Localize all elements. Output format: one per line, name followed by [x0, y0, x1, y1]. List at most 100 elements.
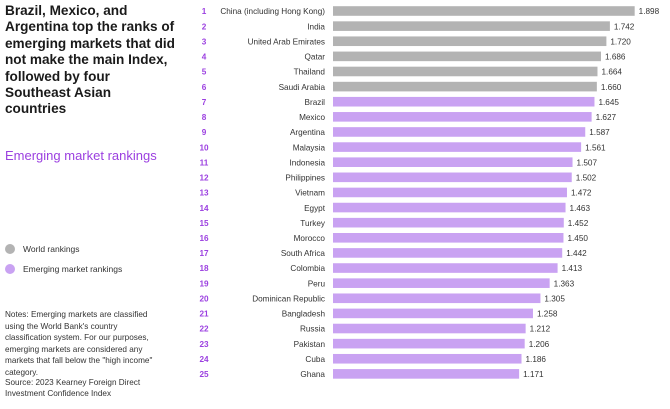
value-label: 1.686: [605, 53, 626, 62]
rank-label: 17: [199, 249, 209, 258]
rank-label: 22: [199, 325, 209, 334]
category-label: Vietnam: [295, 189, 325, 198]
category-label: Argentina: [290, 128, 325, 137]
category-label: Pakistan: [294, 340, 326, 349]
rank-label: 10: [199, 143, 209, 152]
bar: [333, 217, 564, 228]
bar: [333, 51, 601, 62]
category-label: Egypt: [304, 204, 326, 213]
rank-label: 19: [199, 279, 209, 288]
bar: [333, 36, 607, 47]
notes-text: Notes: Emerging markets are classified u…: [5, 310, 153, 377]
value-label: 1.507: [577, 158, 598, 167]
bar: [333, 248, 563, 258]
value-label: 1.452: [568, 219, 589, 228]
value-label: 1.450: [567, 234, 588, 243]
value-label: 1.627: [596, 113, 617, 122]
rank-label: 11: [200, 158, 209, 167]
rank-label: 2: [202, 22, 207, 31]
rank-label: 8: [202, 113, 207, 122]
category-label: Philippines: [285, 174, 325, 183]
value-label: 1.463: [570, 204, 591, 213]
bar: [333, 81, 597, 92]
value-label: 1.442: [566, 249, 587, 258]
rank-label: 16: [199, 234, 209, 243]
category-label: Colombia: [290, 264, 325, 273]
rank-label: 1: [202, 7, 207, 16]
rank-label: 25: [199, 370, 209, 379]
category-label: Mexico: [299, 113, 325, 122]
category-label: Morocco: [294, 234, 326, 243]
bar: [333, 187, 567, 198]
rank-label: 20: [199, 294, 209, 303]
bar: [333, 263, 558, 273]
bar: [333, 308, 533, 319]
chart-title: Brazil, Mexico, and Argentina top the ra…: [5, 3, 175, 117]
chart-subtitle: Emerging market rankings: [5, 148, 157, 163]
value-label: 1.171: [523, 370, 544, 379]
bar: [333, 21, 610, 31]
rank-label: 5: [202, 68, 207, 77]
rank-label: 15: [199, 219, 209, 228]
value-label: 1.664: [601, 68, 622, 77]
legend-label-emerging: Emerging market rankings: [23, 264, 123, 274]
category-label: China (including Hong Kong): [220, 7, 325, 16]
bar: [333, 112, 592, 122]
category-label: Bangladesh: [282, 310, 326, 319]
category-label: Peru: [308, 279, 326, 288]
category-label: Turkey: [300, 219, 326, 228]
legend-swatch-world: [5, 244, 15, 254]
value-label: 1.645: [598, 98, 619, 107]
category-label: India: [307, 22, 325, 31]
bar: [333, 96, 595, 107]
value-label: 1.742: [614, 22, 635, 31]
rank-label: 4: [202, 53, 207, 62]
legend-swatch-emerging: [5, 264, 15, 274]
legend-label-world: World rankings: [23, 244, 80, 254]
value-label: 1.502: [576, 174, 597, 183]
bar: [333, 293, 541, 304]
bar: [333, 233, 564, 243]
value-label: 1.258: [537, 310, 558, 319]
category-label: Dominican Republic: [252, 294, 325, 303]
bar: [333, 66, 598, 77]
rank-label: 14: [199, 204, 209, 213]
rank-label: 24: [199, 355, 209, 364]
rank-label: 9: [202, 128, 207, 137]
bar: [333, 338, 525, 349]
bar: [333, 353, 522, 364]
rank-label: 3: [202, 37, 207, 46]
rank-label: 6: [202, 83, 207, 92]
bar: [333, 142, 582, 152]
bar: [333, 172, 572, 183]
bar: [333, 278, 550, 288]
value-label: 1.587: [589, 128, 610, 137]
value-label: 1.212: [530, 325, 551, 334]
bar: [333, 157, 573, 167]
value-label: 1.660: [601, 83, 622, 92]
value-label: 1.898: [639, 7, 660, 16]
category-label: Brazil: [305, 98, 326, 107]
category-label: Indonesia: [289, 158, 325, 167]
category-label: Russia: [300, 325, 325, 334]
value-label: 1.561: [585, 143, 606, 152]
rank-label: 7: [202, 98, 207, 107]
bar: [333, 6, 635, 16]
value-label: 1.720: [610, 37, 631, 46]
value-label: 1.472: [571, 189, 592, 198]
legend-item-world: World rankings: [5, 244, 80, 254]
bar: [333, 127, 586, 137]
category-label: Ghana: [300, 370, 325, 379]
category-label: Qatar: [305, 53, 326, 62]
rank-label: 12: [199, 174, 209, 183]
category-label: Thailand: [294, 68, 326, 77]
category-label: South Africa: [281, 249, 326, 258]
legend-item-emerging: Emerging market rankings: [5, 264, 122, 274]
value-label: 1.186: [526, 355, 547, 364]
rank-label: 21: [199, 310, 209, 319]
value-label: 1.206: [529, 340, 550, 349]
rank-label: 23: [199, 340, 209, 349]
source: Source: 2023 Kearney Foreign Direct Inve…: [5, 378, 141, 398]
rank-label: 18: [199, 264, 209, 273]
bar: [333, 202, 566, 213]
